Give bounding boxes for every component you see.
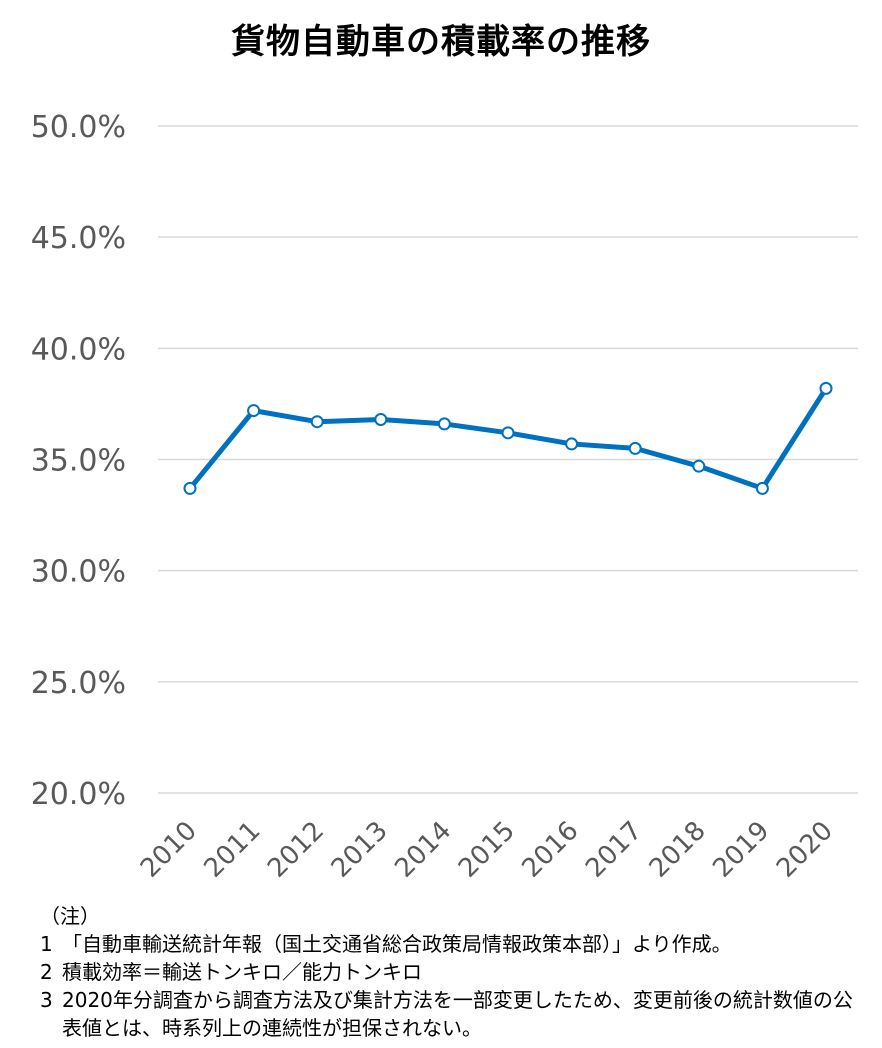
chart-notes: （注） 1 「自動車輸送統計年報（国土交通省総合政策局情報政策本部）」より作成。… [40,902,870,1042]
y-tick-label: 35.0% [31,444,126,479]
x-tick-label: 2017 [580,816,648,884]
y-tick-label: 25.0% [31,666,126,701]
x-tick-label: 2019 [707,816,775,884]
x-tick-label: 2020 [771,816,839,884]
x-tick-label: 2016 [517,816,585,884]
data-point [501,426,515,440]
note-number: 1 [40,932,53,956]
note-text: 積載効率＝輸送トンキロ／能力トンキロ [62,960,422,984]
x-axis-ticks: 2010201120122013201420152016201720182019… [135,816,839,884]
data-point [755,481,769,495]
x-tick-label: 2011 [199,816,267,884]
y-axis-ticks: 20.0% 25.0% 30.0% 35.0% 40.0% 45.0% 50.0% [31,110,126,812]
data-point [183,481,197,495]
data-point [819,381,833,395]
y-tick-label: 40.0% [31,332,126,367]
x-tick-label: 2015 [453,816,521,884]
x-tick-label: 2014 [389,816,457,884]
note-item-2: 2 積載効率＝輸送トンキロ／能力トンキロ [40,958,870,986]
x-tick-label: 2010 [135,816,203,884]
note-item-1: 1 「自動車輸送統計年報（国土交通省総合政策局情報政策本部）」より作成。 [40,930,870,958]
data-point [247,404,261,418]
data-point [628,441,642,455]
series-layer [183,381,833,495]
x-tick-label: 2012 [262,816,330,884]
note-text: 2020年分調査から調査方法及び集計方法を一部変更したため、変更前後の統計数値の… [62,988,853,1040]
data-point [565,437,579,451]
data-point [374,412,388,426]
note-number: 2 [40,960,53,984]
data-point [692,459,706,473]
x-tick-label: 2018 [644,816,712,884]
data-point [310,415,324,429]
note-text: 「自動車輸送統計年報（国土交通省総合政策局情報政策本部）」より作成。 [62,932,732,956]
data-point [437,417,451,431]
note-number: 3 [40,988,53,1012]
note-item-3: 3 2020年分調査から調査方法及び集計方法を一部変更したため、変更前後の統計数… [40,986,870,1042]
chart-title: 貨物自動車の積載率の推移 [231,22,651,62]
notes-heading: （注） [40,904,100,928]
grid-lines [158,125,858,794]
x-tick-label: 2013 [326,816,394,884]
y-tick-label: 20.0% [31,777,126,812]
line-chart: 20.0% 25.0% 30.0% 35.0% 40.0% 45.0% 50.0% 2010… [31,110,858,884]
y-tick-label: 45.0% [31,221,126,256]
y-tick-label: 50.0% [31,110,126,145]
y-tick-label: 30.0% [31,555,126,590]
